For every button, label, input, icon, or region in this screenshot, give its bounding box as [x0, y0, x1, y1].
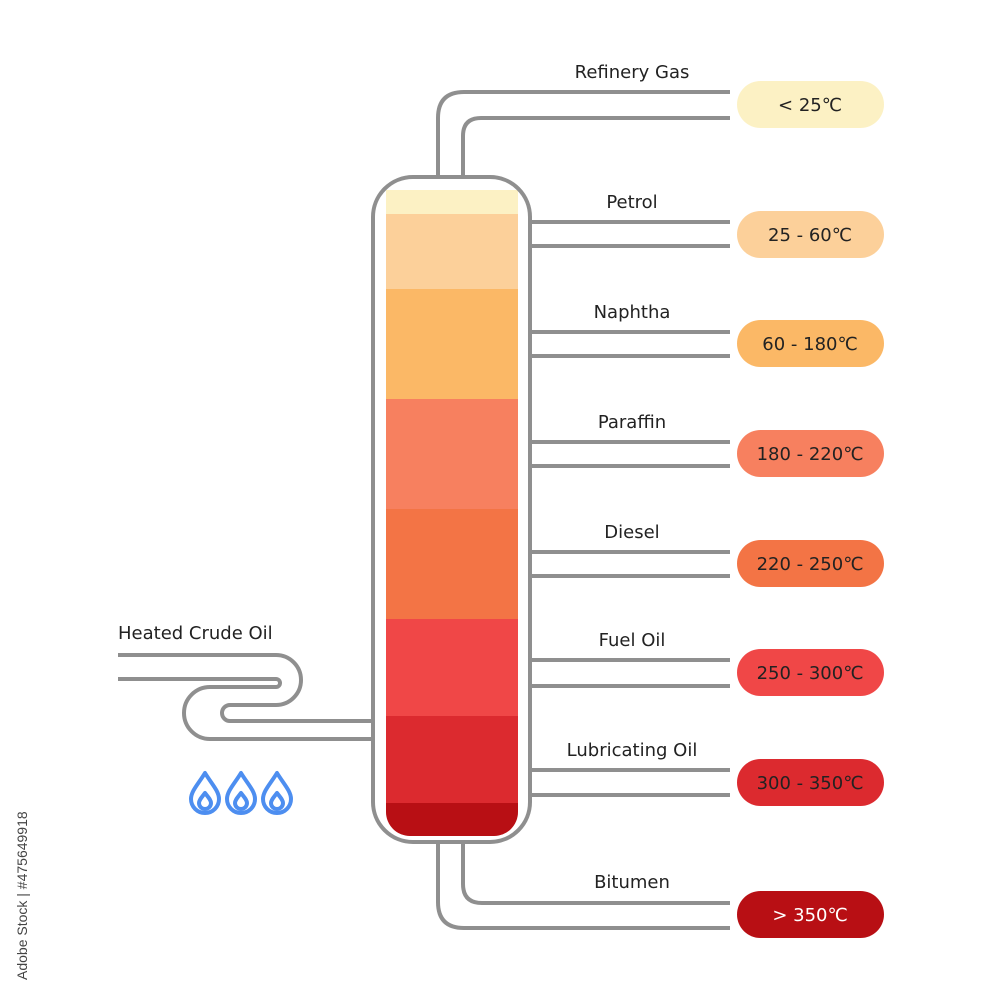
temp-text-fuel-oil: 250 - 300℃: [757, 663, 864, 684]
pipe-bitumen-inner: [461, 842, 730, 905]
column-layer-fuel-oil: [386, 619, 518, 717]
flame-icon: [261, 771, 293, 815]
temp-badge-diesel: 220 - 250℃: [737, 540, 884, 587]
fraction-label-naphtha: Naphtha: [594, 302, 671, 323]
pipe-feed-inner: [118, 677, 373, 741]
pipe-network: [118, 90, 730, 930]
temp-badge-naphtha: 60 - 180℃: [737, 320, 884, 367]
temp-badge-bitumen: > 350℃: [737, 891, 884, 938]
column-layer-petrol: [386, 214, 518, 290]
temp-badge-lubricating-oil: 300 - 350℃: [737, 759, 884, 806]
temp-text-bitumen: > 350℃: [772, 905, 847, 926]
flame-icon: [225, 771, 257, 815]
pipe-refinery-gas: [436, 90, 730, 177]
pipe-petrol: [530, 220, 730, 248]
temp-text-lubricating-oil: 300 - 350℃: [757, 773, 864, 794]
temp-text-diesel: 220 - 250℃: [757, 554, 864, 575]
fraction-label-refinery-gas: Refinery Gas: [575, 62, 690, 83]
pipe-naphtha: [528, 246, 730, 358]
column-layers: [386, 190, 518, 836]
fraction-label-paraffin: Paraffin: [598, 412, 666, 433]
fraction-labels: Refinery Gas Petrol Naphtha Paraffin Die…: [567, 62, 698, 893]
temp-badge-fuel-oil: 250 - 300℃: [737, 649, 884, 696]
column-layer-diesel: [386, 509, 518, 620]
fraction-label-lubricating-oil: Lubricating Oil: [567, 740, 698, 761]
pipe-diesel: [528, 466, 730, 578]
pipe-fuel-oil: [528, 576, 730, 688]
temperature-badges: < 25℃ 25 - 60℃ 60 - 180℃ 180 - 220℃ 220 …: [737, 81, 884, 938]
stock-watermark: Adobe Stock | #475649918: [14, 811, 30, 980]
temp-text-paraffin: 180 - 220℃: [757, 444, 864, 465]
fraction-label-bitumen: Bitumen: [594, 872, 670, 893]
column-layer-bitumen: [386, 803, 518, 836]
fraction-label-petrol: Petrol: [606, 192, 657, 213]
pipe-bitumen: [436, 842, 730, 930]
column-layer-naphtha: [386, 289, 518, 400]
pipe-refinery-gas-inner: [461, 116, 730, 177]
column-layer-paraffin: [386, 399, 518, 510]
pipe-paraffin: [528, 356, 730, 468]
flame-icon: [189, 771, 221, 815]
temp-badge-refinery-gas: < 25℃: [737, 81, 884, 128]
temp-badge-petrol: 25 - 60℃: [737, 211, 884, 258]
temp-text-naphtha: 60 - 180℃: [762, 334, 857, 355]
fraction-label-fuel-oil: Fuel Oil: [599, 630, 666, 651]
feed-label: Heated Crude Oil: [118, 623, 273, 644]
temp-text-petrol: 25 - 60℃: [768, 225, 852, 246]
heater-flames: [189, 771, 293, 815]
column-layer-lubricating-oil: [386, 716, 518, 804]
temp-text-refinery-gas: < 25℃: [778, 95, 842, 116]
pipe-feed-outer: [118, 653, 373, 723]
temp-badge-paraffin: 180 - 220℃: [737, 430, 884, 477]
fraction-label-diesel: Diesel: [604, 522, 659, 543]
pipe-lubricating-oil: [528, 686, 730, 797]
